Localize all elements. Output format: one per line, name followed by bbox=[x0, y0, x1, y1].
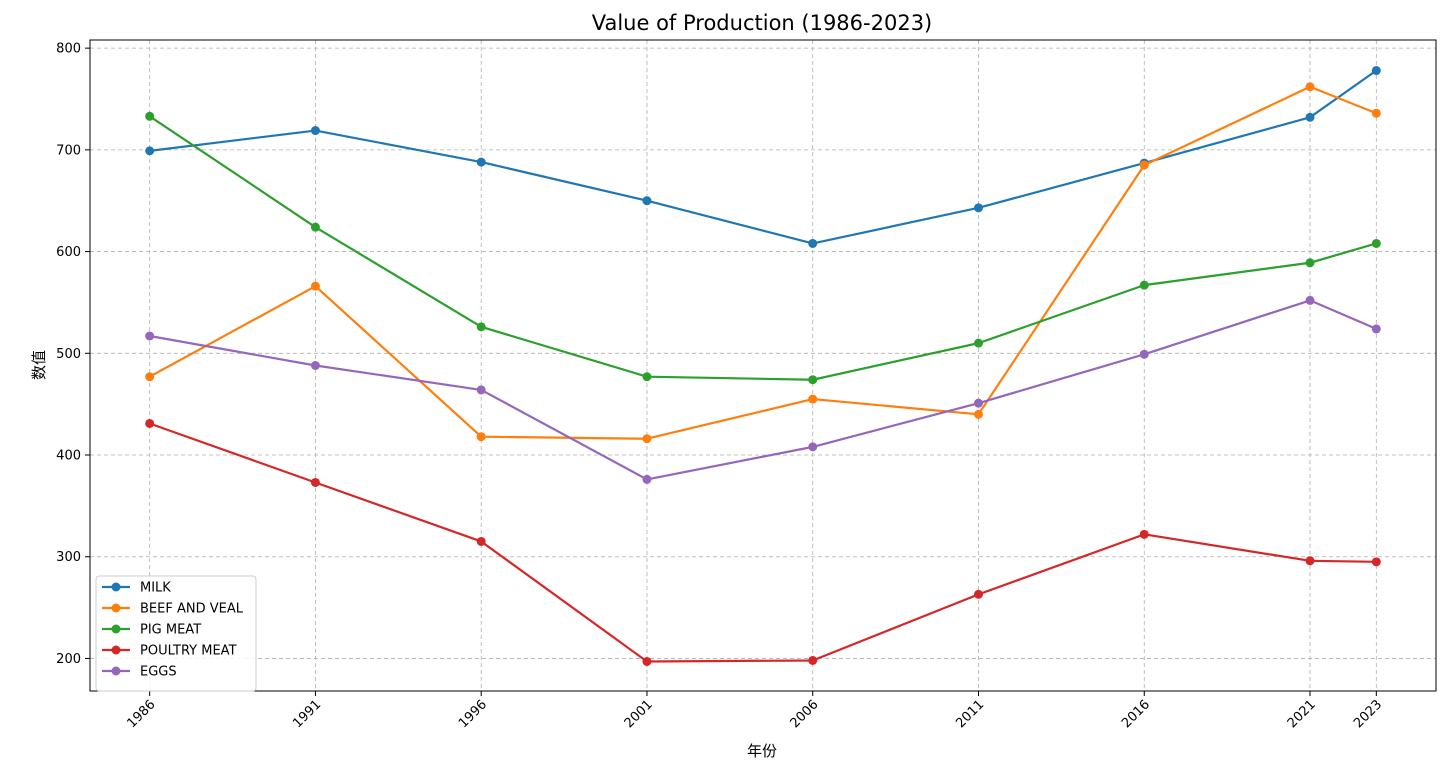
legend-box bbox=[95, 575, 257, 692]
data-point-pig-meat bbox=[1139, 280, 1149, 290]
legend-marker-swatch bbox=[111, 582, 121, 592]
legend-label: EGGS bbox=[140, 665, 177, 680]
data-point-beef-and-veal bbox=[642, 434, 652, 444]
data-point-milk bbox=[310, 126, 320, 136]
x-axis-label: 年份 bbox=[747, 742, 777, 760]
data-point-milk bbox=[1305, 112, 1315, 122]
y-tick-label: 800 bbox=[56, 42, 81, 57]
legend-marker-swatch bbox=[111, 666, 121, 676]
data-point-beef-and-veal bbox=[310, 281, 320, 291]
data-point-milk bbox=[642, 196, 652, 206]
data-point-beef-and-veal bbox=[1371, 108, 1381, 118]
legend-label: PIG MEAT bbox=[140, 623, 201, 638]
legend-label: POULTRY MEAT bbox=[140, 644, 237, 659]
data-point-beef-and-veal bbox=[1305, 82, 1315, 92]
y-tick-label: 700 bbox=[56, 143, 81, 158]
legend-marker-swatch bbox=[111, 645, 121, 655]
data-point-pig-meat bbox=[1371, 238, 1381, 248]
data-point-pig-meat bbox=[973, 338, 983, 348]
legend-entry-poultry-meat: POULTRY MEAT bbox=[102, 644, 237, 659]
data-point-pig-meat bbox=[1305, 258, 1315, 268]
legend-marker-swatch bbox=[111, 624, 121, 634]
axis-ticks: 1986 1991 1996 2001 2006 2011 2016 2021 20232003… bbox=[56, 42, 1385, 732]
data-point-beef-and-veal bbox=[973, 409, 983, 419]
y-tick-label: 400 bbox=[56, 449, 81, 464]
series-beef-and-veal bbox=[145, 82, 1381, 444]
data-point-milk bbox=[808, 238, 818, 248]
data-point-milk bbox=[1371, 66, 1381, 76]
y-axis-label: 数值 bbox=[30, 350, 48, 380]
data-point-beef-and-veal bbox=[145, 372, 155, 382]
chart-title: Value of Production (1986-2023) bbox=[592, 11, 933, 35]
data-point-poultry-meat bbox=[973, 589, 983, 599]
data-point-milk bbox=[476, 157, 486, 167]
data-point-beef-and-veal bbox=[1139, 160, 1149, 170]
legend-entry-pig-meat: PIG MEAT bbox=[102, 623, 201, 638]
legend-label: BEEF AND VEAL bbox=[140, 602, 244, 617]
series-pig-meat bbox=[145, 111, 1381, 385]
data-point-eggs bbox=[1371, 324, 1381, 334]
data-point-pig-meat bbox=[310, 222, 320, 232]
data-point-beef-and-veal bbox=[808, 394, 818, 404]
series-eggs bbox=[145, 295, 1381, 484]
data-point-eggs bbox=[310, 361, 320, 370]
grid bbox=[90, 40, 1436, 691]
data-point-eggs bbox=[1305, 295, 1315, 305]
data-point-pig-meat bbox=[476, 322, 486, 332]
data-point-pig-meat bbox=[808, 375, 818, 385]
y-tick-label: 600 bbox=[56, 245, 81, 260]
series-poultry-meat bbox=[145, 418, 1381, 667]
data-point-poultry-meat bbox=[1371, 557, 1381, 567]
data-point-milk bbox=[145, 146, 155, 156]
y-tick-label: 300 bbox=[56, 550, 81, 565]
data-point-beef-and-veal bbox=[476, 432, 486, 442]
data-point-eggs bbox=[145, 331, 155, 341]
data-point-eggs bbox=[973, 398, 983, 408]
data-point-eggs bbox=[642, 474, 652, 484]
data-point-milk bbox=[973, 203, 983, 213]
legend-entry-eggs: EGGS bbox=[102, 665, 177, 680]
legend-entry-beef-and-veal: BEEF AND VEAL bbox=[102, 602, 244, 617]
y-tick-label: 200 bbox=[56, 652, 81, 667]
series-group bbox=[145, 66, 1381, 667]
data-point-pig-meat bbox=[642, 372, 652, 382]
plot-area bbox=[89, 39, 1437, 692]
legend: MILK BEEF AND VEAL PIG MEAT POULTRY MEAT EGG… bbox=[95, 575, 257, 692]
data-point-poultry-meat bbox=[1139, 529, 1149, 539]
legend-marker-swatch bbox=[111, 603, 121, 613]
data-point-pig-meat bbox=[145, 111, 155, 121]
data-point-poultry-meat bbox=[642, 657, 652, 667]
data-point-poultry-meat bbox=[310, 477, 320, 487]
data-point-poultry-meat bbox=[1305, 556, 1315, 566]
data-point-eggs bbox=[808, 442, 818, 452]
data-point-eggs bbox=[476, 385, 486, 395]
y-tick-label: 500 bbox=[56, 347, 81, 362]
legend-entry-milk: MILK bbox=[102, 581, 171, 596]
legend-label: MILK bbox=[140, 581, 171, 596]
data-point-eggs bbox=[1139, 349, 1149, 359]
data-point-poultry-meat bbox=[808, 655, 818, 665]
data-point-poultry-meat bbox=[476, 536, 486, 546]
data-point-poultry-meat bbox=[145, 418, 155, 428]
